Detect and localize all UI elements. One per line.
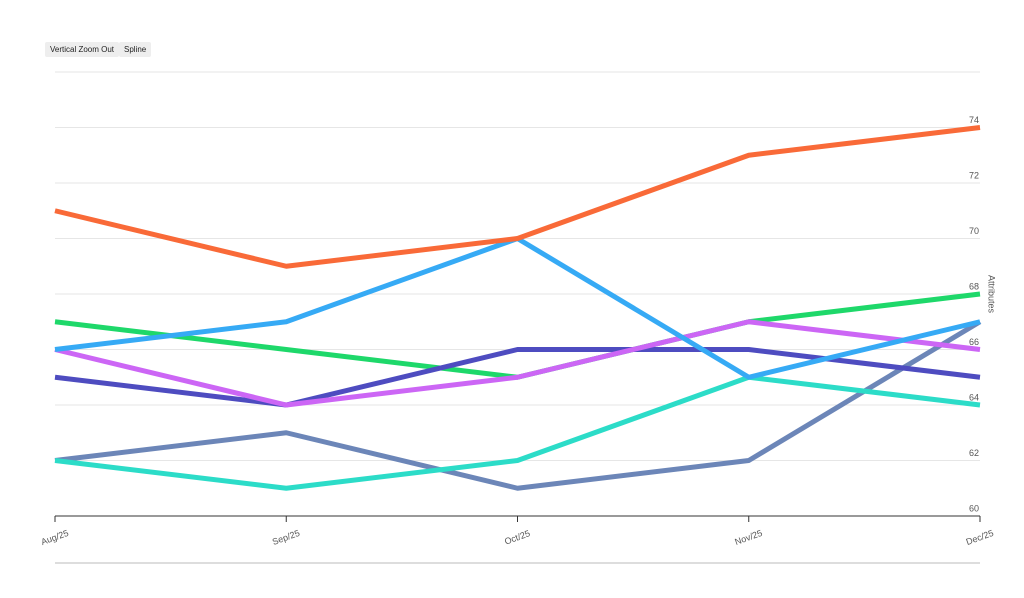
x-tick-label: Aug/25 (40, 528, 70, 547)
y-tick-label: 68 (969, 281, 979, 291)
zoom-button[interactable]: Vertical Zoom Out (45, 42, 120, 57)
x-tick-label: Nov/25 (733, 528, 763, 547)
x-tick-label: Sep/25 (271, 528, 301, 547)
spline-button[interactable]: Spline (119, 42, 152, 57)
series-line (54, 236, 981, 380)
y-tick-label: 60 (969, 503, 979, 513)
y-tick-label: 64 (969, 392, 979, 402)
series-line (54, 291, 981, 380)
y-axis-label: Attributes (987, 275, 997, 314)
series-line (54, 374, 981, 491)
y-tick-label: 74 (969, 115, 979, 125)
x-tick-label: Oct/25 (503, 528, 531, 546)
y-tick-label: 70 (969, 226, 979, 236)
series-line (54, 319, 981, 408)
x-tick-label: Dec/25 (965, 528, 995, 547)
y-tick-label: 66 (969, 337, 979, 347)
series-line (54, 319, 982, 491)
y-tick-label: 72 (969, 170, 979, 180)
y-tick-label: 62 (969, 448, 979, 458)
series-line (54, 125, 981, 269)
